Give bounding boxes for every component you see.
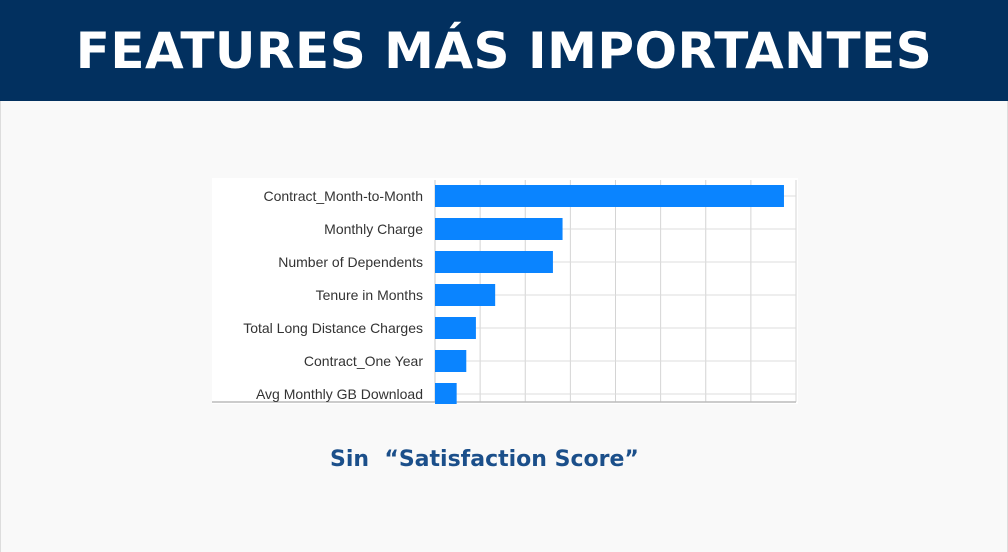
chart-canvas: Contract_Month-to-Month Monthly Charge Num…: [212, 180, 797, 404]
category-label: Contract_One Year: [304, 353, 423, 369]
bar: [435, 251, 553, 273]
chart-caption: Sin “Satisfaction Score”: [330, 447, 639, 472]
page-title: FEATURES MÁS IMPORTANTES: [75, 21, 933, 80]
left-border: [0, 101, 1, 552]
category-label: Tenure in Months: [316, 287, 423, 303]
title-banner: FEATURES MÁS IMPORTANTES: [0, 0, 1008, 101]
bar: [435, 218, 563, 240]
feature-importance-chart: Contract_Month-to-Month Monthly Charge Num…: [212, 178, 798, 404]
bar: [435, 185, 784, 207]
bar: [435, 317, 476, 339]
bar: [435, 350, 467, 372]
category-label: Avg Monthly GB Download: [256, 386, 423, 402]
bar: [435, 383, 457, 404]
category-label: Monthly Charge: [324, 221, 423, 237]
category-label: Number of Dependents: [278, 254, 423, 270]
category-label: Total Long Distance Charges: [243, 320, 423, 336]
bar: [435, 284, 496, 306]
category-label: Contract_Month-to-Month: [263, 188, 423, 204]
